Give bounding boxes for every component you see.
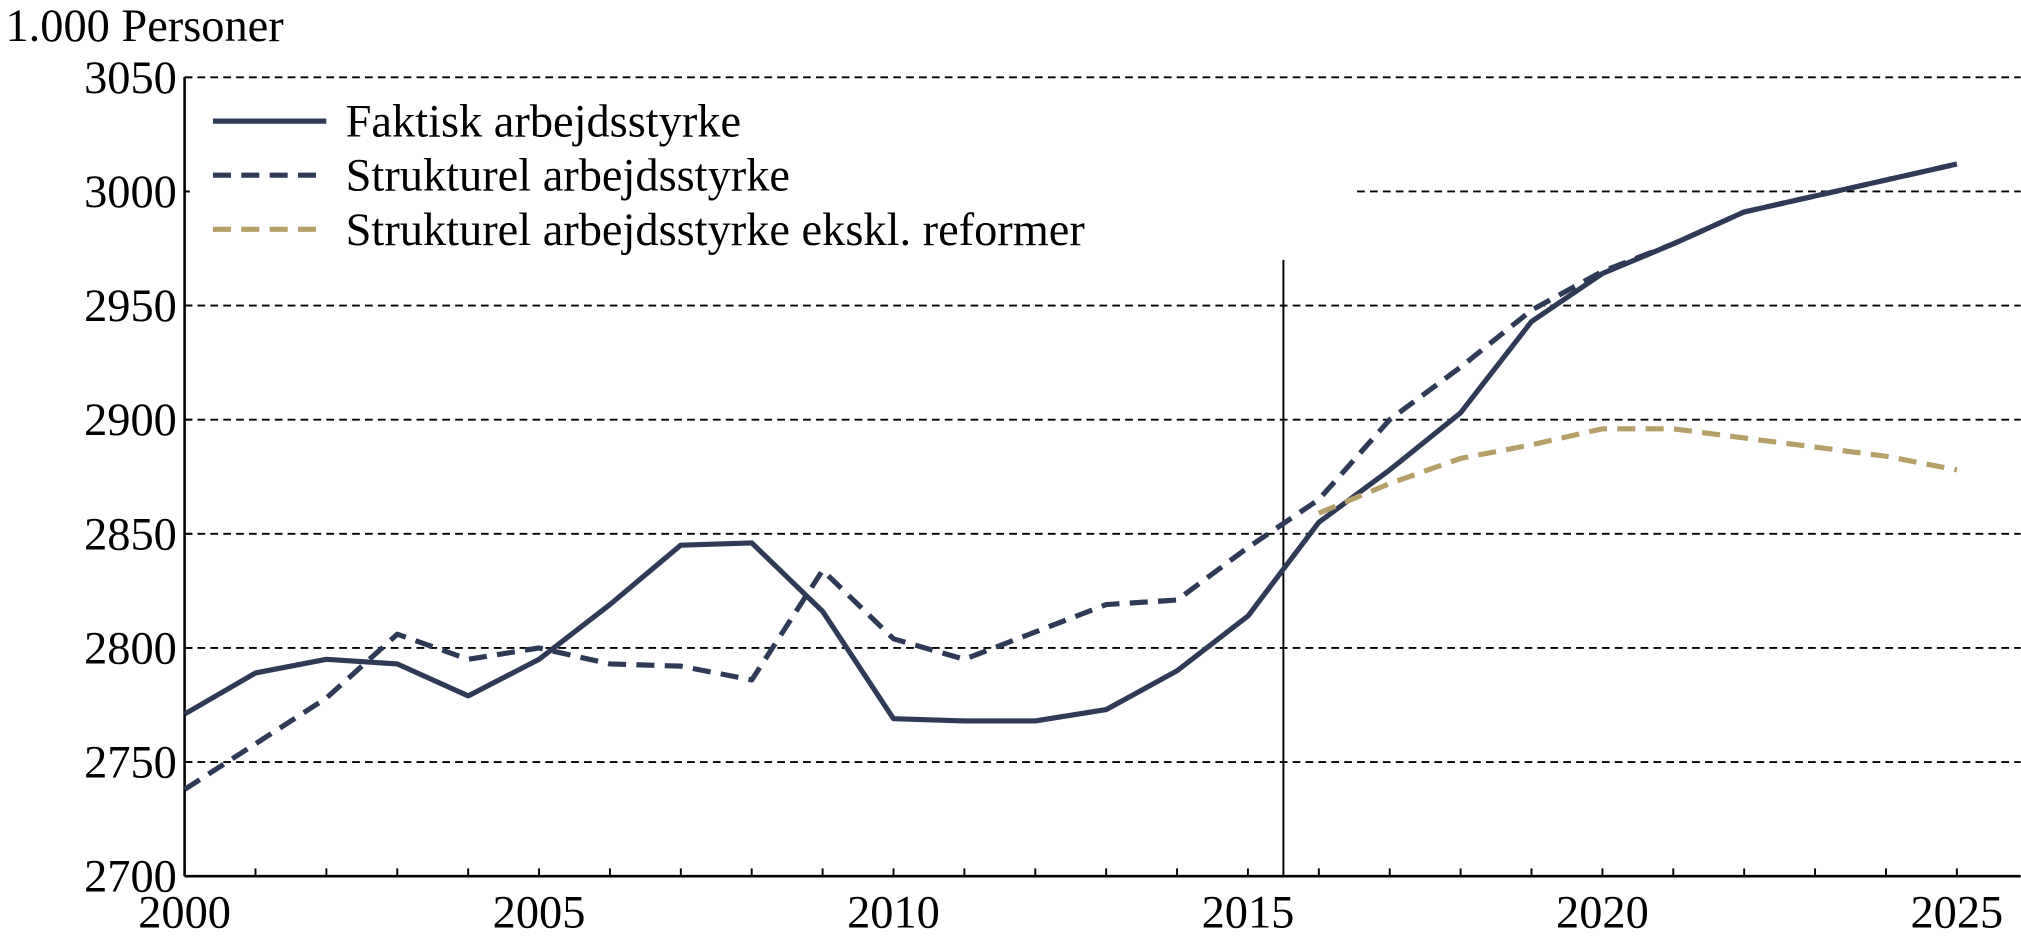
y-tick-label: 2900: [84, 395, 177, 446]
legend-label: Strukturel arbejdsstyrke ekskl. reformer: [346, 205, 1086, 256]
series-line: [1317, 426, 1958, 516]
y-tick-label: 2700: [84, 852, 177, 903]
x-tick-label: 2000: [138, 888, 231, 938]
y-tick-label: 3000: [84, 167, 177, 218]
y-tick-label: 2750: [84, 737, 177, 788]
x-tick-label: 2010: [847, 888, 940, 938]
x-tick-label: 2015: [1202, 888, 1295, 938]
chart-title: 1.000 Personer: [6, 1, 285, 52]
y-tick-label: 2800: [84, 623, 177, 674]
series-line: [183, 161, 1958, 792]
x-tick-label: 2025: [1910, 888, 2003, 938]
y-tick-label: 3050: [84, 53, 177, 104]
x-tick-label: 2020: [1556, 888, 1649, 938]
legend-label: Strukturel arbejdsstyrke: [346, 151, 790, 202]
x-tick-label: 2005: [493, 888, 586, 938]
y-tick-label: 2850: [84, 509, 177, 560]
legend-label: Faktisk arbejdsstyrke: [346, 97, 741, 148]
legend-background: [189, 85, 1356, 258]
series-line: [183, 161, 1958, 724]
y-tick-label: 2950: [84, 281, 177, 332]
